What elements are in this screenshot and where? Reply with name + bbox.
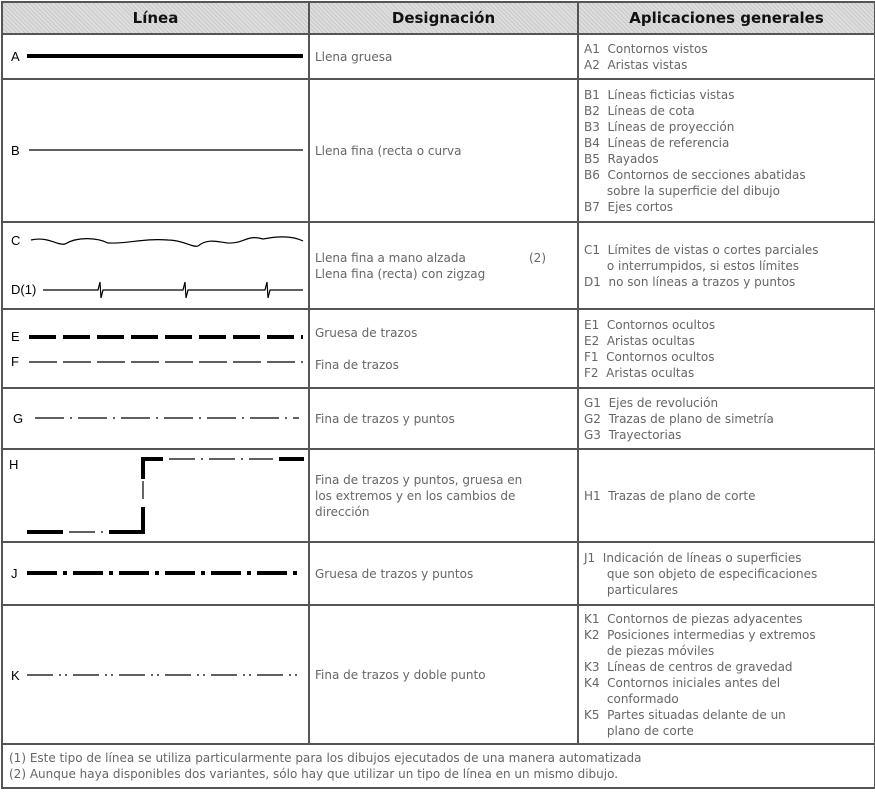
designation-text: Llena fina (recta) con zigzag <box>315 266 486 281</box>
designation: Fina de trazos y puntos, gruesa en los ex… <box>308 448 579 543</box>
row-a: A Llena gruesa A1 Contornos vistos A2 Ari… <box>1 33 875 80</box>
application-item: K4 Contornos iniciales antes del <box>584 675 781 690</box>
application-item: B3 Líneas de proyección <box>584 119 735 134</box>
line-sample-c-d: C D(1) <box>1 221 310 310</box>
applications: E1 Contornos ocultos E2 Aristas ocultas F1… <box>577 308 875 389</box>
designation-text: Gruesa de trazos y puntos <box>315 566 474 581</box>
line-label: G <box>13 411 23 426</box>
designation: Llena gruesa <box>308 33 579 80</box>
line-sample-k: K <box>1 604 310 745</box>
application-item: B6 Contornos de secciones abatidas <box>584 167 806 182</box>
footnotes-row: (1) Este tipo de línea se utiliza partic… <box>1 743 875 789</box>
header-aplicaciones: Aplicaciones generales <box>577 1 875 35</box>
header-linea: Línea <box>1 1 310 35</box>
designation: Fina de trazos y puntos <box>308 387 579 450</box>
applications: A1 Contornos vistos A2 Aristas vistas <box>577 33 875 80</box>
application-item: J1 Indicación de líneas o superficies <box>584 550 802 565</box>
applications: C1 Límites de vistas o cortes parciales … <box>577 221 875 310</box>
application-item: C1 Límites de vistas o cortes parciales <box>584 242 819 257</box>
footnote-1: (1) Este tipo de línea se utiliza partic… <box>9 751 642 765</box>
line-label-2: D(1) <box>11 282 36 297</box>
application-item: plano de corte <box>584 723 694 738</box>
application-item: D1 no son líneas a trazos y puntos <box>584 274 796 289</box>
row-c-d: C D(1) Llena fina a mano alzada Llena fina… <box>1 221 875 310</box>
designation: Llena fina a mano alzada Llena fina (rect… <box>308 221 579 310</box>
application-item: B2 Líneas de cota <box>584 103 695 118</box>
designation-text: dirección <box>315 504 370 519</box>
application-item: o interrumpidos, si estos límites <box>584 258 799 273</box>
line-label-2: F <box>11 354 19 369</box>
application-item: K3 Líneas de centros de gravedad <box>584 659 793 674</box>
designation: Gruesa de trazos Fina de trazos <box>308 308 579 389</box>
application-item: F2 Aristas ocultas <box>584 365 695 380</box>
row-h: H Fina de trazos y puntos, gruesa en los … <box>1 448 875 543</box>
line-label: K <box>11 668 20 683</box>
footnote-2: (2) Aunque haya disponibles dos variante… <box>9 767 619 781</box>
application-item: K1 Contornos de piezas adyacentes <box>584 611 803 626</box>
header-designacion: Designación <box>308 1 579 35</box>
designation-text: Gruesa de trazos <box>315 325 418 340</box>
application-item: H1 Trazas de plano de corte <box>584 488 756 503</box>
row-j: J Gruesa de trazos y puntos J1 Indicació… <box>1 541 875 606</box>
footnote-ref: (2) <box>529 250 546 265</box>
application-item: G3 Trayectorias <box>584 427 682 442</box>
header-row: Línea Designación Aplicaciones generales <box>1 1 875 35</box>
line-label: A <box>11 49 20 64</box>
line-label: B <box>11 143 20 158</box>
designation-text: Fina de trazos y puntos <box>315 411 455 426</box>
designation-text: Fina de trazos y doble punto <box>315 667 486 682</box>
application-item: particulares <box>584 582 679 597</box>
line-sample-b: B <box>1 78 310 223</box>
application-item: A2 Aristas vistas <box>584 57 688 72</box>
designation: Gruesa de trazos y puntos <box>308 541 579 606</box>
line-label: H <box>9 457 18 472</box>
applications: J1 Indicación de líneas o superficies qu… <box>577 541 875 606</box>
application-item: B1 Líneas ficticias vistas <box>584 87 735 102</box>
application-item: B5 Rayados <box>584 151 659 166</box>
application-item: que son objeto de especificaciones <box>584 566 818 581</box>
applications: K1 Contornos de piezas adyacentes K2 Posi… <box>577 604 875 745</box>
application-item: B7 Ejes cortos <box>584 199 674 214</box>
application-item: conformado <box>584 691 679 706</box>
line-label: C <box>11 233 20 248</box>
designation-text: los extremos y en los cambios de <box>315 488 516 503</box>
application-item: sobre la superficie del dibujo <box>584 183 780 198</box>
line-sample-g: G <box>1 387 310 450</box>
row-g: G Fina de trazos y puntos G1 Ejes de rev… <box>1 387 875 450</box>
line-label: J <box>11 566 18 581</box>
line-sample-j: J <box>1 541 310 606</box>
line-sample-h: H <box>1 448 310 543</box>
row-k: K Fina de trazos y doble punto K1 Contor… <box>1 604 875 745</box>
line-sample-a: A <box>1 33 310 80</box>
applications: B1 Líneas ficticias vistas B2 Líneas de c… <box>577 78 875 223</box>
designation-text: Llena fina a mano alzada <box>315 250 466 265</box>
application-item: G2 Trazas de plano de simetría <box>584 411 774 426</box>
application-item: B4 Líneas de referencia <box>584 135 730 150</box>
application-item: K5 Partes situadas delante de un <box>584 707 786 722</box>
application-item: A1 Contornos vistos <box>584 41 708 56</box>
applications: H1 Trazas de plano de corte <box>577 448 875 543</box>
applications: G1 Ejes de revolución G2 Trazas de plano … <box>577 387 875 450</box>
application-item: de piezas móviles <box>584 643 715 658</box>
footnotes: (1) Este tipo de línea se utiliza partic… <box>1 743 875 789</box>
designation-text: Llena fina (recta o curva <box>315 143 462 158</box>
designation: Fina de trazos y doble punto <box>308 604 579 745</box>
designation-text: Fina de trazos y puntos, gruesa en <box>315 472 523 487</box>
application-item: G1 Ejes de revolución <box>584 395 719 410</box>
application-item: F1 Contornos ocultos <box>584 349 715 364</box>
line-label: E <box>11 329 20 344</box>
designation: Llena fina (recta o curva <box>308 78 579 223</box>
application-item: E1 Contornos ocultos <box>584 317 716 332</box>
application-item: K2 Posiciones intermedias y extremos <box>584 627 816 642</box>
row-b: B Llena fina (recta o curva B1 Líneas fi… <box>1 78 875 223</box>
application-item: E2 Aristas ocultas <box>584 333 695 348</box>
designation-text: Llena gruesa <box>315 49 393 64</box>
designation-text: Fina de trazos <box>315 357 399 372</box>
